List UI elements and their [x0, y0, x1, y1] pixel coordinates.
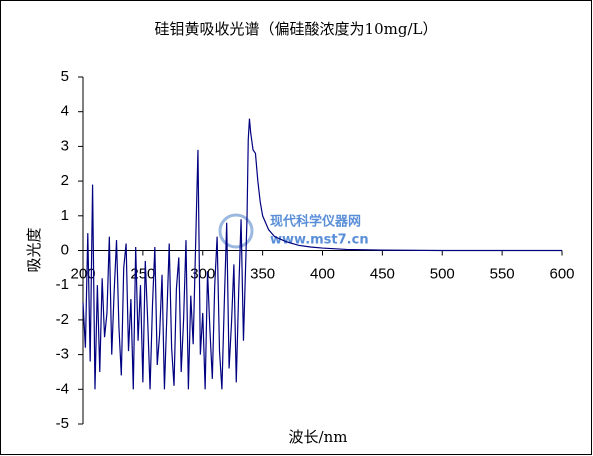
y-tick-label: 2	[61, 172, 69, 189]
watermark: 现代科学仪器网	[270, 214, 361, 230]
watermark: www.mst7.cn	[270, 233, 369, 248]
x-axis-label: 波长/nm	[289, 428, 348, 446]
x-tick-label: 200	[70, 265, 95, 282]
x-tick-label: 250	[130, 265, 155, 282]
y-tick-label: 0	[61, 241, 69, 258]
y-axis-label: 吸光度	[25, 227, 43, 272]
x-tick-label: 500	[430, 265, 455, 282]
y-tick-label: -2	[56, 311, 69, 328]
y-tick-label: 3	[61, 137, 69, 154]
x-tick-label: 600	[549, 265, 574, 282]
data-line	[82, 118, 562, 390]
watermark-logo	[218, 213, 254, 249]
y-tick-label: -3	[56, 346, 69, 363]
y-tick-label: 1	[61, 207, 69, 224]
chart-title: 硅钼黄吸收光谱（偏硅酸浓度为10mg/L）	[155, 20, 438, 38]
x-tick-label: 350	[250, 265, 275, 282]
x-tick-label: 550	[490, 265, 515, 282]
y-tick-label: 4	[61, 103, 69, 120]
x-tick-label: 450	[370, 265, 395, 282]
x-tick-label: 400	[310, 265, 335, 282]
x-tick-label: 300	[190, 265, 215, 282]
y-tick-label: 5	[61, 68, 69, 85]
y-tick-label: -1	[56, 276, 69, 293]
y-tick-label: -4	[56, 380, 69, 397]
y-tick-label: -5	[56, 415, 69, 432]
